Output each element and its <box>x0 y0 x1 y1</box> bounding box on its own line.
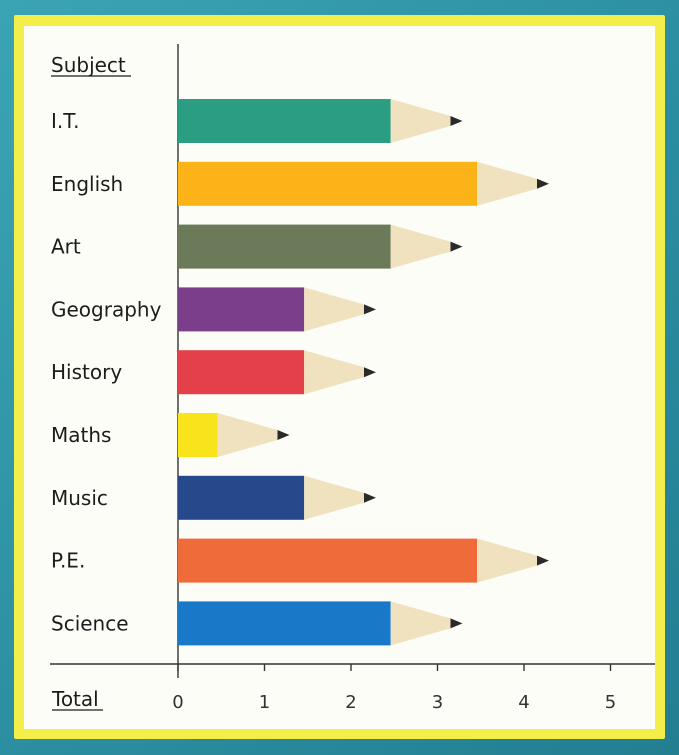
bar-body <box>178 413 218 457</box>
x-tick-label: 4 <box>518 692 529 713</box>
subject-header: Subject <box>51 53 126 77</box>
x-tick-label: 3 <box>432 692 443 713</box>
x-tick-label: 2 <box>345 692 356 713</box>
pencil-bar: P.E. <box>51 538 549 583</box>
pencil-wood <box>477 161 537 206</box>
pencil-lead <box>277 430 290 440</box>
bar-body <box>178 161 478 206</box>
category-label: History <box>51 360 122 384</box>
x-tick-group: 0 1 2 3 4 5 <box>172 664 616 713</box>
category-label: I.T. <box>51 109 79 133</box>
pencil-wood <box>390 99 451 143</box>
pencil-bar: Science <box>51 601 463 646</box>
pencil-wood <box>217 413 278 457</box>
pencil-wood <box>304 475 364 520</box>
pencil-lead <box>364 492 376 503</box>
category-label: Art <box>51 235 81 259</box>
pencil-lead <box>537 178 549 189</box>
bar-body <box>178 350 305 395</box>
pencil-lead <box>450 116 463 126</box>
bar-body <box>178 538 478 583</box>
category-label: Geography <box>51 297 162 321</box>
pencil-bar: Maths <box>51 413 290 457</box>
bar-body <box>178 287 305 332</box>
pencil-bar: English <box>51 161 549 206</box>
bar-body <box>178 99 391 143</box>
category-label: Music <box>51 486 108 510</box>
x-tick-label: 1 <box>259 692 270 713</box>
pencil-wood <box>477 538 537 583</box>
category-label: Science <box>51 611 129 635</box>
pencil-bar: History <box>51 350 376 395</box>
pencil-lead <box>537 555 549 566</box>
pencil-lead <box>364 367 376 378</box>
pencil-wood <box>304 287 364 332</box>
bar-body <box>178 475 305 520</box>
pencil-wood <box>390 601 451 646</box>
category-label: P.E. <box>51 549 85 573</box>
pencil-lead <box>450 618 463 629</box>
bar-body <box>178 601 391 646</box>
pencil-bar: Music <box>51 475 376 520</box>
x-axis-title: Total <box>51 687 99 711</box>
category-label: English <box>51 172 123 196</box>
x-tick-label: 5 <box>605 692 616 713</box>
pencil-bar: Geography <box>51 287 376 332</box>
bar-body <box>178 224 391 269</box>
pencil-wood <box>304 350 364 395</box>
pencil-lead <box>450 241 463 252</box>
category-label: Maths <box>51 423 111 447</box>
pencil-bar: Art <box>51 224 463 269</box>
pencil-wood <box>390 224 451 269</box>
bar-rows: I.T. English Art Geography History Maths Music… <box>51 99 549 646</box>
pencil-lead <box>364 304 376 315</box>
pencil-bar: I.T. <box>51 99 463 143</box>
x-tick-label: 0 <box>172 692 183 713</box>
